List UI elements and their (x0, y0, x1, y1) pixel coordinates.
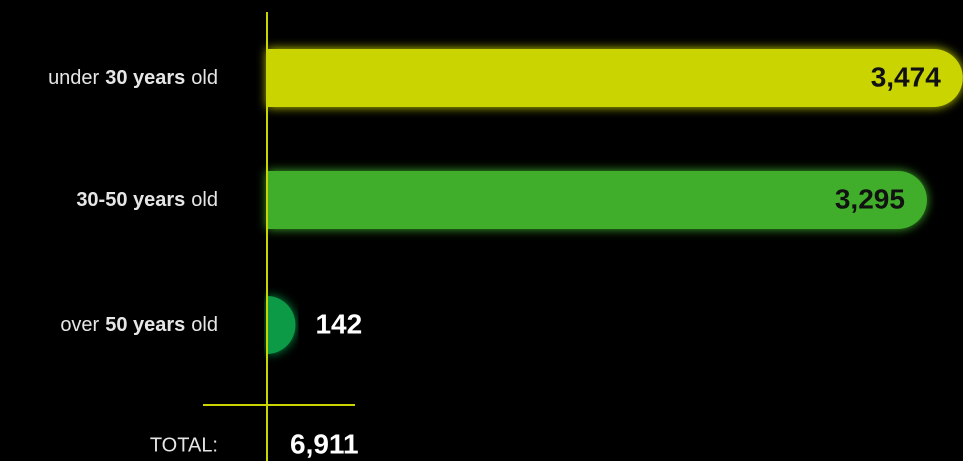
category-part: old (191, 189, 218, 211)
total-label: TOTAL: (150, 434, 218, 456)
value-label: 3,295 (835, 183, 905, 214)
category-part: under (48, 67, 99, 89)
value-label: 3,474 (871, 61, 941, 92)
category-part: 50 years (105, 314, 185, 336)
category-label: 30-50 years old (76, 189, 218, 211)
bar (267, 171, 927, 229)
category-part: over (60, 314, 99, 336)
total-value: 6,911 (290, 428, 359, 459)
category-label: over 50 years old (60, 314, 218, 336)
bar (267, 49, 963, 107)
category-part: old (191, 314, 218, 336)
value-label: 142 (315, 308, 362, 339)
category-part: 30-50 years (76, 189, 185, 211)
category-part: old (191, 67, 218, 89)
category-part: 30 years (105, 67, 185, 89)
bar (267, 296, 296, 354)
bars (267, 49, 963, 354)
category-label: under 30 years old (48, 67, 218, 89)
